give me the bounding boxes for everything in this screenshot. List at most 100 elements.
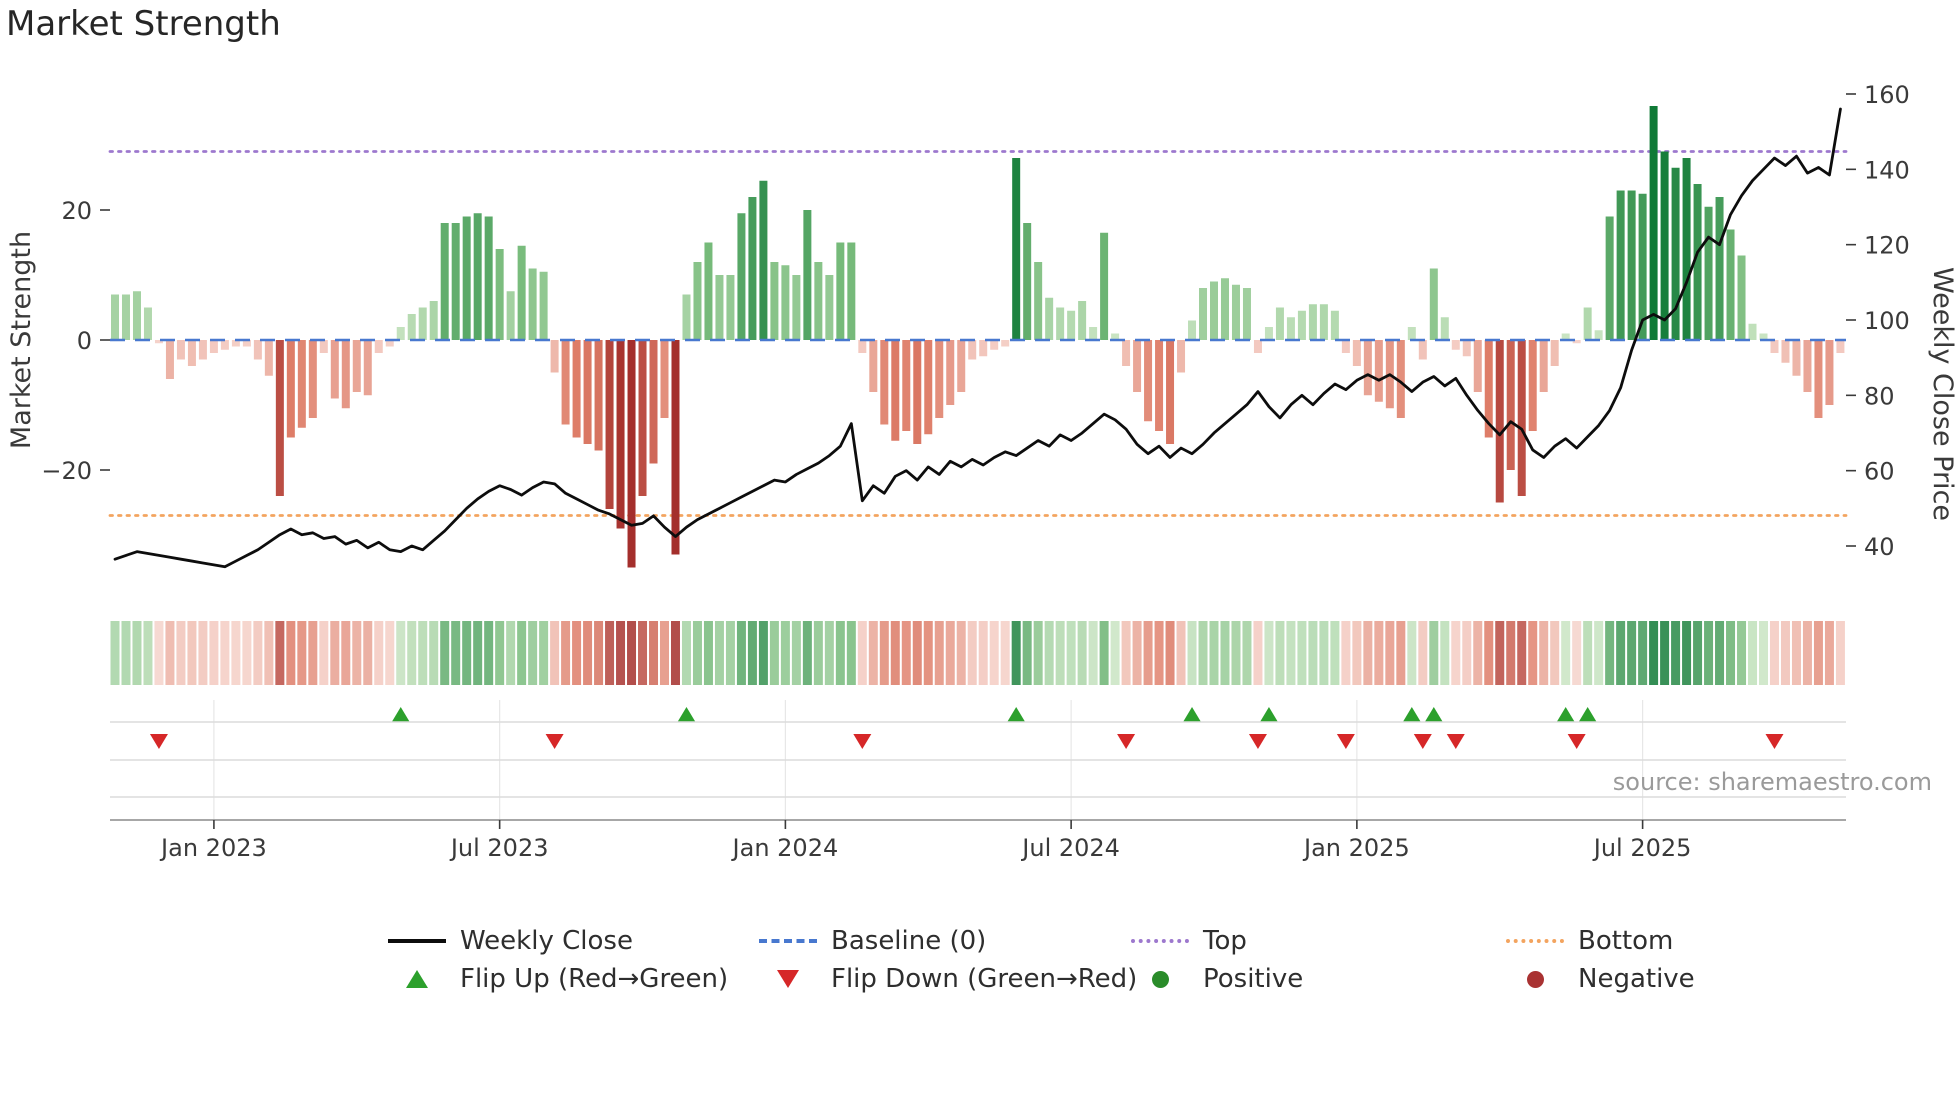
strength-bar	[1363, 340, 1372, 396]
heatmap-cell	[769, 621, 779, 685]
strength-bar	[671, 340, 680, 555]
strength-bar	[374, 340, 383, 353]
heatmap-cell	[462, 621, 472, 685]
strength-bar	[1495, 340, 1504, 503]
strength-bar	[528, 268, 537, 340]
heatmap-cell	[495, 621, 505, 685]
heatmap-cell	[1451, 621, 1461, 685]
strength-bar	[660, 340, 669, 418]
heatmap-cell	[1286, 621, 1296, 685]
heatmap-cell	[736, 621, 746, 685]
heatmap-cell	[978, 621, 988, 685]
strength-bar	[297, 340, 306, 428]
chart-canvas: Jan 2023 Jul 2023 Jan 2024 Jul 2024 Jan 2025…	[6, 81, 1958, 862]
positive-dot-icon	[1131, 970, 1189, 988]
strength-bar	[550, 340, 559, 373]
strength-bar	[847, 242, 856, 340]
left-axis-title: Market Strength	[6, 231, 37, 449]
heatmap-cell	[176, 621, 186, 685]
strength-bar	[111, 294, 119, 340]
heatmap-cell	[363, 621, 373, 685]
legend-label-positive: Positive	[1203, 964, 1304, 994]
heatmap-cell	[165, 621, 175, 685]
legend-item-flip-down: Flip Down (Green→Red)	[759, 961, 1137, 997]
weekly-close-line	[113, 107, 1842, 569]
x-tick-label: Jul 2023	[449, 834, 549, 862]
strength-bar	[737, 213, 746, 340]
heatmap-cell	[923, 621, 933, 685]
flip-down-marker	[1765, 734, 1784, 749]
legend-label-weekly-close: Weekly Close	[460, 926, 633, 956]
heatmap-cell	[967, 621, 977, 685]
strength-bar	[1199, 288, 1208, 340]
heatmap-cell	[1198, 621, 1208, 685]
strength-bar	[1264, 327, 1273, 340]
heatmap-cell	[275, 621, 285, 685]
heatmap-cell	[286, 621, 296, 685]
strength-bar	[1462, 340, 1471, 357]
heatmap-cell	[1594, 621, 1604, 685]
strength-bar	[1539, 340, 1548, 392]
heatmap-cell	[1000, 621, 1010, 685]
strength-bar	[792, 275, 801, 340]
strength-bar	[330, 340, 339, 399]
strength-bar	[858, 340, 867, 353]
heatmap-cell	[1715, 621, 1725, 685]
strength-bar	[1825, 340, 1834, 405]
bottom-dotted-icon	[1506, 939, 1564, 943]
strength-bar	[1517, 340, 1526, 496]
strength-bar	[880, 340, 889, 425]
strength-bar	[759, 180, 768, 340]
heatmap-cell	[703, 621, 713, 685]
heatmap-cell	[1242, 621, 1252, 685]
heatmap-cell	[308, 621, 318, 685]
legend-item-weekly-close: Weekly Close	[388, 923, 633, 959]
strength-bar	[1726, 229, 1735, 340]
strength-bar	[418, 307, 427, 340]
strength-bar	[451, 223, 460, 340]
flip-up-marker	[1007, 707, 1026, 722]
strength-bar	[913, 340, 922, 444]
heatmap-cell	[143, 621, 153, 685]
strength-bar	[220, 340, 229, 350]
heatmap-cell	[1132, 621, 1142, 685]
strength-bar	[1671, 167, 1680, 340]
strength-bar	[1231, 284, 1240, 340]
heatmap-cell	[1066, 621, 1076, 685]
heatmap-cell	[638, 621, 648, 685]
heatmap-cell	[187, 621, 197, 685]
strength-bar	[1583, 307, 1592, 340]
strength-bar	[132, 291, 141, 340]
strength-bar	[407, 314, 416, 340]
heatmap-cell	[912, 621, 922, 685]
heatmap-cell	[780, 621, 790, 685]
heatmap-cell	[594, 621, 604, 685]
heatmap-cell	[1517, 621, 1527, 685]
heatmap-cell	[1484, 621, 1494, 685]
flip-down-marker	[1248, 734, 1267, 749]
heatmap-cell	[901, 621, 911, 685]
strength-bar	[385, 340, 394, 347]
strength-bar	[803, 210, 812, 340]
top-dotted-icon	[1131, 939, 1189, 943]
strength-bar	[462, 216, 471, 340]
strength-bar	[484, 216, 493, 340]
strength-bar	[209, 340, 218, 353]
heatmap-cell	[627, 621, 637, 685]
right-tick-label: 120	[1864, 232, 1910, 260]
x-tick-label: Jan 2023	[159, 834, 267, 862]
heatmap-cell	[1737, 621, 1747, 685]
heatmap-cell	[846, 621, 856, 685]
strength-bar	[1528, 340, 1537, 431]
strength-bar	[1034, 262, 1043, 340]
heatmap-cell	[1748, 621, 1758, 685]
strength-bar	[946, 340, 955, 405]
heatmap-cell	[1099, 621, 1109, 685]
legend-label-bottom: Bottom	[1578, 926, 1674, 956]
heatmap-cell	[517, 621, 527, 685]
x-tick-label: Jan 2024	[731, 834, 839, 862]
flip-down-marker	[1446, 734, 1465, 749]
heatmap-cell	[692, 621, 702, 685]
strength-bar	[473, 213, 482, 340]
strength-bar	[1144, 340, 1153, 422]
